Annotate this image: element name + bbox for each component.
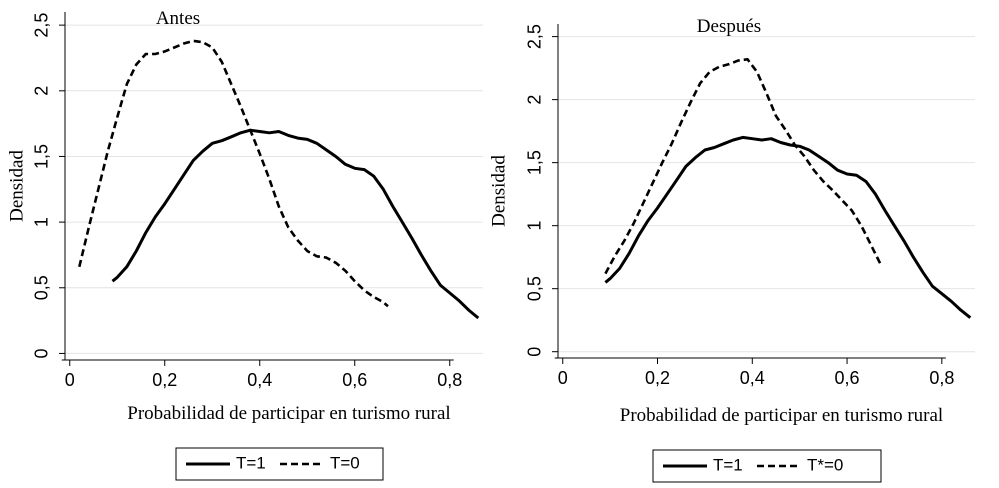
x-tick-label: 0,8 <box>929 368 954 388</box>
y-tick-label: 2 <box>32 86 52 96</box>
y-tick-label: 1 <box>525 221 545 231</box>
y-tick-label: 1,5 <box>32 144 52 169</box>
y-tick-label: 0,5 <box>525 276 545 301</box>
x-tick-label: 0,6 <box>342 370 367 390</box>
legend-label: T*=0 <box>807 455 843 474</box>
chart-title: Antes <box>156 8 200 29</box>
y-tick-label: 0 <box>525 347 545 357</box>
x-axis-label: Probabilidad de participar en turismo ru… <box>620 405 943 426</box>
series-line-dashed <box>604 58 882 275</box>
y-tick-label: 1 <box>32 217 52 227</box>
x-tick-label: 0 <box>558 368 568 388</box>
chart-panel-2: 0 0,5 1 1,5 2 2,5 0 0,2 0,4 0,6 0,8 Después Densidad… <box>488 16 975 483</box>
chart-panel-1: 0 0,5 1 1,5 2 2,5 0 0,2 0,4 0,6 0,8 Antes Densidad Pr… <box>6 8 483 481</box>
series-line-solid <box>604 135 972 319</box>
x-tick-label: 0 <box>65 370 75 390</box>
legend: T=1 T*=0 <box>652 449 882 483</box>
x-tick-label: 0,8 <box>437 370 462 390</box>
legend-label: T=1 <box>236 453 266 472</box>
legend-label: T=0 <box>330 453 360 472</box>
x-tick-label: 0,6 <box>835 368 860 388</box>
chart-title: Después <box>697 16 761 37</box>
x-tick-label: 0,2 <box>152 370 177 390</box>
series-line-solid <box>111 128 480 320</box>
y-tick-label: 2,5 <box>32 13 52 38</box>
x-axis-label: Probabilidad de participar en turismo ru… <box>127 403 450 424</box>
legend-label: T=1 <box>713 455 743 474</box>
y-tick-label: 2 <box>525 95 545 105</box>
series-line-dashed <box>78 39 389 308</box>
legend: T=1 T=0 <box>175 447 384 481</box>
y-axis-label: Densidad <box>6 150 27 222</box>
y-tick-label: 2,5 <box>525 24 545 49</box>
x-tick-label: 0,4 <box>247 370 272 390</box>
y-tick-label: 1,5 <box>525 150 545 175</box>
y-axis-label: Densidad <box>488 155 509 227</box>
y-tick-label: 0 <box>32 348 52 358</box>
x-tick-label: 0,4 <box>740 368 765 388</box>
y-tick-label: 0,5 <box>32 275 52 300</box>
x-tick-label: 0,2 <box>645 368 670 388</box>
